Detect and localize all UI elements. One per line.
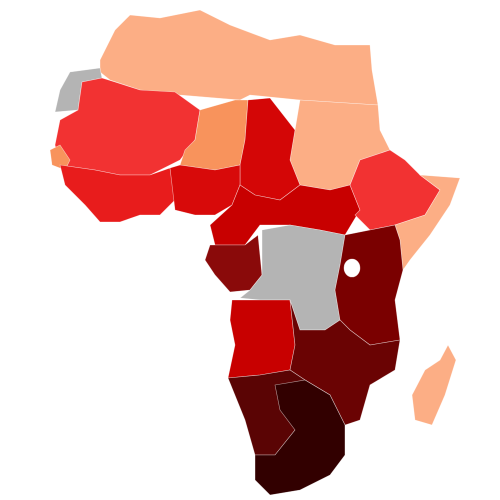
region-coast: [59, 164, 176, 223]
region-madagascar: [411, 344, 457, 426]
region-coast-light: [49, 144, 71, 171]
region-south: [254, 379, 346, 496]
region-angola: [227, 299, 296, 379]
lake: [343, 258, 361, 278]
region-chad: [239, 97, 301, 201]
